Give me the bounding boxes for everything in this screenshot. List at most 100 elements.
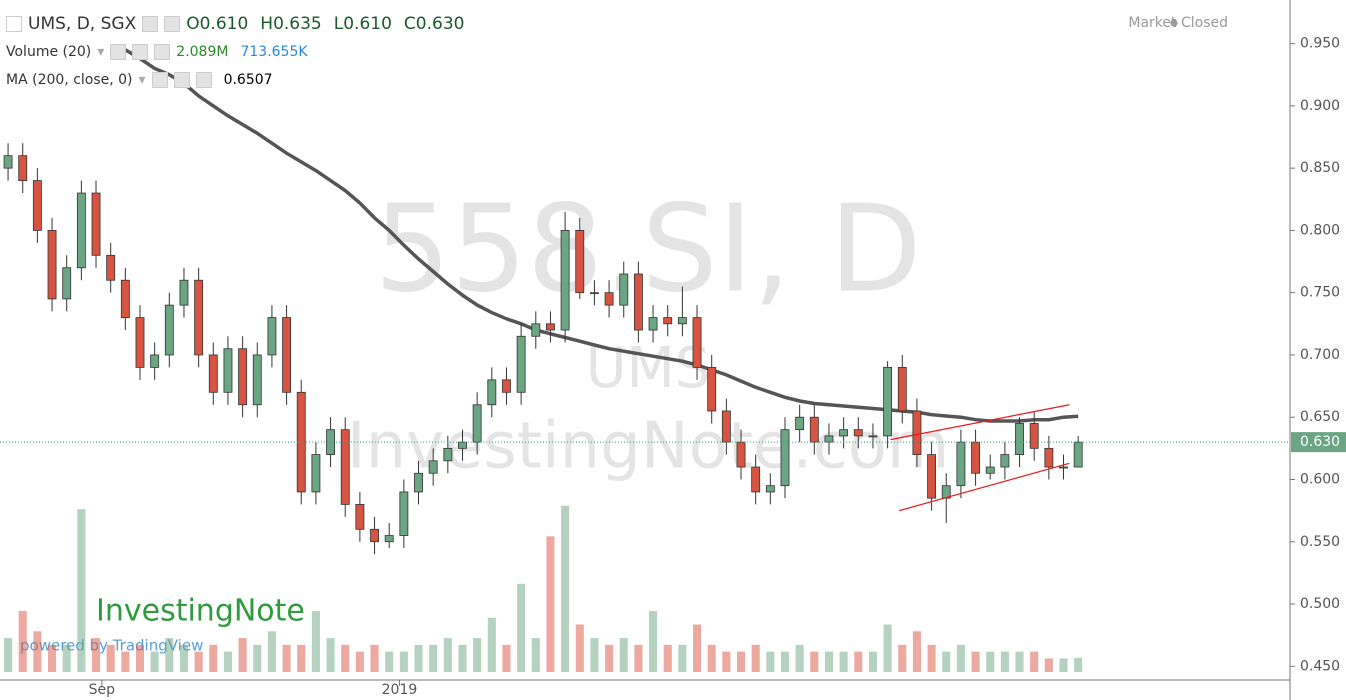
candle-body xyxy=(927,454,937,499)
candle-body xyxy=(604,292,614,306)
candle-body xyxy=(179,279,189,306)
volume-bar xyxy=(531,638,540,672)
volume-bar xyxy=(575,624,584,672)
volume-bar xyxy=(634,644,643,672)
volume-bar xyxy=(253,644,262,672)
symbol: UMS, D, SGX xyxy=(28,14,137,34)
y-tick-label: 0.550 xyxy=(1300,534,1340,550)
ohlc-key: O xyxy=(186,14,200,34)
volume-bar xyxy=(956,644,965,672)
candle-body xyxy=(120,279,130,318)
ma-legend: MA (200, close, 0) ▾ 0.6507 xyxy=(6,72,273,88)
volume-bar xyxy=(1015,651,1024,672)
volume-bar xyxy=(91,638,101,672)
ohlc-label: 0.610 xyxy=(343,14,392,34)
volume-bar xyxy=(18,610,27,672)
candle-body xyxy=(531,323,541,337)
volume-name: Volume (20) xyxy=(6,44,92,60)
candle-body xyxy=(721,410,731,443)
volume-bar xyxy=(1044,658,1053,672)
volume-bar xyxy=(663,644,672,672)
ohlc-item: H0.635 xyxy=(260,14,321,34)
volume-bar xyxy=(473,638,482,672)
close-icon[interactable] xyxy=(154,44,171,60)
eye-icon[interactable] xyxy=(110,44,127,60)
volume-bar xyxy=(590,638,599,672)
volume-bar xyxy=(487,617,496,672)
candle-body xyxy=(633,273,643,331)
watermark-symbol: 558.SI, D xyxy=(374,181,921,320)
ohlc-label: 0.635 xyxy=(273,14,322,34)
volume-bar xyxy=(810,651,819,672)
y-tick-label: 0.850 xyxy=(1300,160,1340,176)
candle-body xyxy=(296,391,306,493)
volume-bar xyxy=(795,644,804,672)
volume-bar xyxy=(165,638,174,672)
candle-body xyxy=(868,435,878,438)
volume-bar xyxy=(517,583,526,672)
eye-icon[interactable] xyxy=(142,16,159,32)
volume-bar xyxy=(912,631,921,672)
candle-body xyxy=(472,404,482,443)
candle-body xyxy=(267,317,277,356)
candle-body xyxy=(340,429,350,505)
candle-body xyxy=(736,441,746,468)
ma-value: 0.6507 xyxy=(223,72,273,88)
volume-bar xyxy=(942,651,951,672)
last-price-box xyxy=(1291,432,1346,453)
trend-line xyxy=(890,404,1070,441)
candle-body xyxy=(106,254,116,281)
candle-body xyxy=(663,317,673,325)
settings-icon[interactable] xyxy=(132,44,149,60)
volume-bar xyxy=(649,610,658,672)
volume-bar xyxy=(898,644,907,672)
y-tick-label: 0.700 xyxy=(1300,347,1340,363)
volume-ma-value: 713.655K xyxy=(240,44,308,60)
volume-bar xyxy=(355,651,364,672)
settings-icon[interactable] xyxy=(173,72,190,88)
y-tick-label: 0.750 xyxy=(1300,285,1340,301)
y-tick-label: 0.450 xyxy=(1300,658,1340,674)
eye-icon[interactable] xyxy=(151,72,168,88)
x-tick-label: 2019 xyxy=(382,682,418,698)
candle-body xyxy=(765,485,775,493)
volume-bar xyxy=(370,644,379,672)
volume-bar xyxy=(1074,657,1083,672)
volume-legend: Volume (20) ▾ 2.089M 713.655K xyxy=(6,44,308,60)
candle-body xyxy=(809,416,819,443)
volume-bar xyxy=(678,644,687,672)
volume-bar xyxy=(282,644,291,672)
candle-body xyxy=(252,354,262,406)
settings-icon[interactable] xyxy=(164,16,181,32)
volume-bar xyxy=(385,651,394,672)
candle-body xyxy=(575,230,585,294)
volume-bar xyxy=(619,638,628,672)
candle-body xyxy=(648,317,658,331)
y-tick-label: 0.650 xyxy=(1300,409,1340,425)
candle-body xyxy=(1073,441,1083,468)
volume-bar xyxy=(693,624,702,672)
candle-body xyxy=(589,292,599,295)
volume-bar xyxy=(194,651,203,672)
y-tick-label: 0.500 xyxy=(1300,596,1340,612)
candle-body xyxy=(751,466,761,493)
volume-bar xyxy=(429,644,438,672)
candle-body xyxy=(883,366,893,437)
collapse-icon[interactable] xyxy=(6,16,22,32)
volume-bar xyxy=(707,644,716,672)
volume-bar xyxy=(77,509,86,672)
candle-body xyxy=(62,267,72,300)
ma-name: MA (200, close, 0) xyxy=(6,72,133,88)
candle-body xyxy=(912,410,922,455)
candle-body xyxy=(91,192,101,256)
y-tick-label: 0.950 xyxy=(1300,36,1340,52)
candle-body xyxy=(956,441,966,487)
trend-line xyxy=(899,462,1070,512)
close-icon[interactable] xyxy=(195,72,212,88)
candle-body xyxy=(1059,466,1068,469)
watermark: 558.SI, D UMS InvestingNote.com xyxy=(347,181,950,484)
volume-bar xyxy=(341,644,350,672)
volume-bar xyxy=(179,644,189,672)
watermark-site: InvestingNote.com xyxy=(347,410,950,484)
